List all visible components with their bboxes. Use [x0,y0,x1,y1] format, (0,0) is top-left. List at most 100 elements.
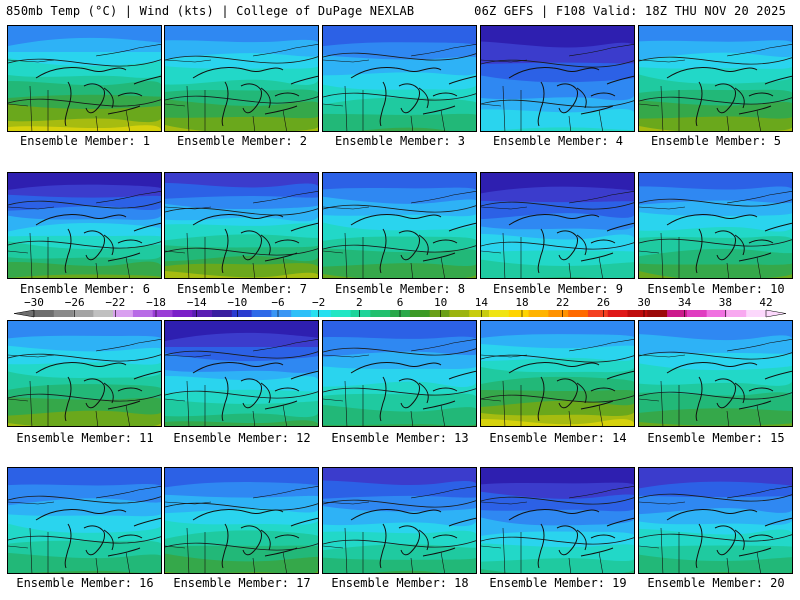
great-lakes-outline [350,362,476,422]
panel-map [165,321,318,426]
contour-line [323,244,476,253]
great-lakes-outline [192,67,318,127]
contour-line [165,502,318,511]
contour-line [8,240,161,249]
temperature-band [481,109,634,131]
colorbar-swatch [587,310,609,317]
state-borders [481,339,634,426]
contour-line [639,56,792,65]
ensemble-member-panel [164,25,319,132]
panel-map [165,26,318,131]
contour-line [8,535,161,544]
great-lakes-outline [666,362,792,422]
panel-map [481,26,634,131]
great-lakes-outline [666,214,792,274]
colorbar-swatch [469,310,490,317]
temperature-band [481,569,634,573]
panel-map [481,173,634,278]
colorbar-tick-label: −30 [24,296,44,309]
state-borders [639,486,792,573]
ensemble-member-label: Ensemble Member: 3 [334,134,466,148]
contour-line [639,493,792,502]
temperature-band [639,554,792,573]
panel-map [8,26,161,131]
colorbar-swatch [429,310,450,317]
temperature-band [491,127,634,131]
colorbar-swatch [53,310,75,317]
ensemble-member-panel [480,25,635,132]
great-lakes-outline [192,214,318,274]
contour-line [165,207,318,216]
colorbar-swatch [528,310,549,317]
contour-line [8,495,161,504]
panel-map [481,468,634,573]
colorbar-tick-label: −10 [227,296,247,309]
temperature-band [481,259,634,278]
ensemble-member-panel [7,25,162,132]
temperature-band [323,263,476,278]
contour-line [639,391,792,400]
temperature-band [8,410,161,426]
colorbar-swatch [291,310,312,317]
contour-line [481,241,634,250]
ensemble-member-panel [638,467,793,574]
ensemble-member-panel [638,25,793,132]
temperature-band [323,113,476,131]
state-borders [165,191,318,278]
great-lakes-outline [35,509,161,569]
colorbar-swatch [73,310,94,317]
colorbar-swatch [449,310,470,317]
contour-line [323,347,476,356]
contour-line [8,58,161,67]
great-lakes-outline [35,67,161,127]
panel-map [8,173,161,278]
colorbar-swatch [627,310,648,317]
great-lakes-outline [192,509,318,569]
colorbar-swatch [113,310,134,317]
state-borders [639,191,792,278]
panel-map [323,26,476,131]
colorbar-swatch [192,310,213,317]
panel-map [323,321,476,426]
great-lakes-outline [350,67,476,127]
great-lakes-outline [666,509,792,569]
ensemble-member-panel [322,25,477,132]
state-borders [639,44,792,131]
temperature-band [165,116,318,131]
temperature-band [481,276,634,278]
colorbar-tick-label: 38 [719,296,732,309]
colorbar-swatch [409,310,431,317]
colorbar-tick-label: 14 [475,296,489,309]
state-borders [481,44,634,131]
contour-line [323,499,476,508]
contour-line [8,200,161,209]
colorbar-swatch [34,310,55,317]
contour-line [323,387,476,396]
panel-map [639,321,792,426]
great-lakes-outline [508,67,634,127]
ensemble-member-label: Ensemble Member: 8 [334,282,466,296]
colorbar-swatch [370,310,391,317]
colorbar-tick-label: −6 [271,296,284,309]
colorbar-min-arrow [13,309,35,318]
temperature-band [323,557,476,573]
ensemble-member-label: Ensemble Member: 7 [176,282,308,296]
great-lakes-outline [508,214,634,274]
colorbar-swatch [706,310,727,317]
state-borders [481,486,634,573]
ensemble-member-panel [322,467,477,574]
ensemble-member-panel [7,320,162,427]
panel-map [481,321,634,426]
temperature-colorbar: −30 −26 −22 −18 −14 −10 −6 −2 2 6 10 14 18 22 26 30 34 38… [13,296,787,318]
ensemble-member-panel [480,467,635,574]
contour-line [165,55,318,64]
contour-line [323,52,476,61]
ensemble-member-panel [164,320,319,427]
contour-line [8,353,161,362]
colorbar-tick-label: 42 [759,296,772,309]
colorbar-tick-label: −14 [187,296,207,309]
colorbar-swatch [726,310,747,317]
ensemble-member-label: Ensemble Member: 10 [647,282,785,296]
temperature-band [323,274,476,278]
temperature-band [481,419,634,426]
